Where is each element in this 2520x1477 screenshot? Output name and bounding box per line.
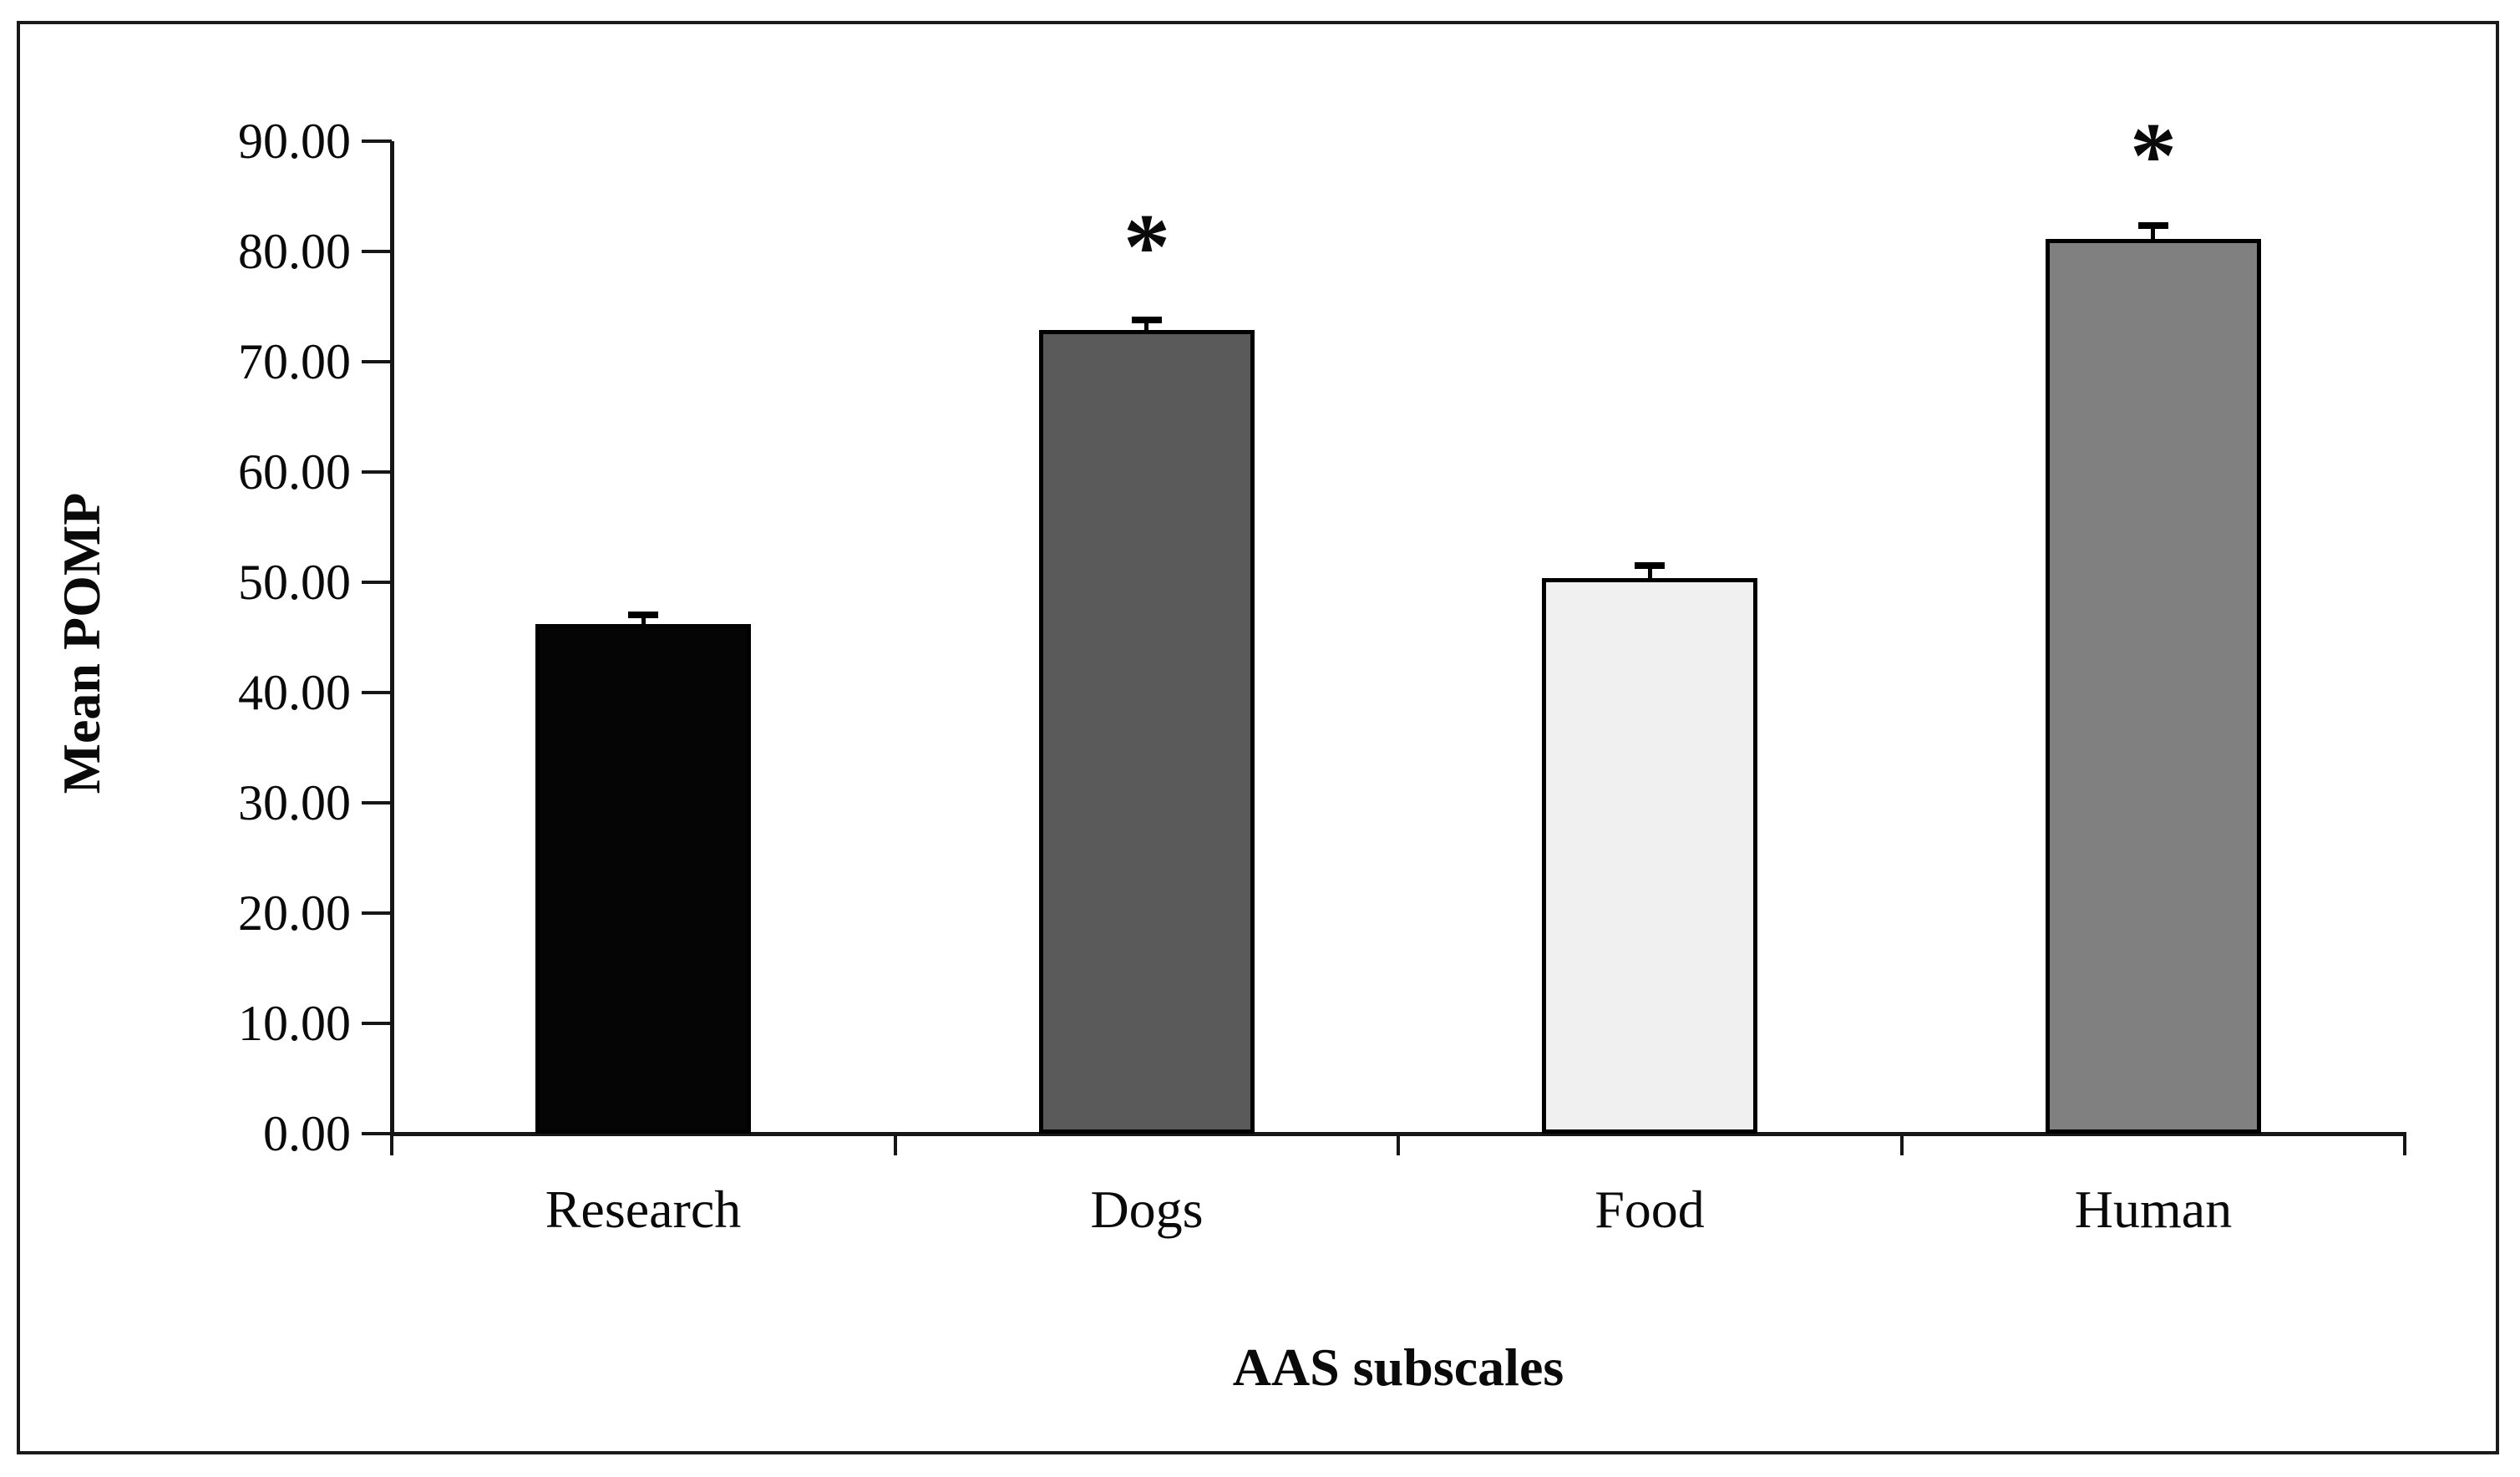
error-bar-dogs (1144, 321, 1148, 332)
category-label-food: Food (1595, 1180, 1705, 1239)
y-axis-tick-80 (362, 250, 392, 253)
error-bar-food (1648, 566, 1652, 579)
category-label-dogs: Dogs (1090, 1180, 1204, 1239)
error-bar-cap-research (628, 612, 658, 618)
y-tick-label-50: 50.00 (238, 555, 351, 610)
bar-dogs (1039, 330, 1255, 1134)
category-label-human: Human (2074, 1180, 2233, 1239)
significance-asterisk-dogs: * (1123, 195, 1170, 299)
y-tick-label-60: 60.00 (238, 444, 351, 500)
y-axis-tick-20 (362, 911, 392, 915)
y-axis-tick-10 (362, 1022, 392, 1025)
y-tick-label-10: 10.00 (238, 996, 351, 1051)
y-tick-label-70: 70.00 (238, 334, 351, 389)
y-axis-tick-90 (362, 140, 392, 143)
y-axis-tick-70 (362, 360, 392, 363)
error-bar-cap-dogs (1132, 317, 1162, 323)
y-tick-label-30: 30.00 (238, 775, 351, 830)
y-tick-label-20: 20.00 (238, 886, 351, 941)
y-axis-line (390, 141, 394, 1136)
y-tick-label-0: 0.00 (263, 1106, 351, 1161)
bar-food (1542, 578, 1757, 1134)
x-axis-tick (390, 1134, 393, 1155)
x-axis-tick (894, 1134, 897, 1155)
bar-research (535, 624, 751, 1134)
y-axis-tick-0 (362, 1132, 392, 1135)
y-axis-tick-40 (362, 691, 392, 694)
error-bar-cap-human (2138, 222, 2168, 229)
x-axis-title: AAS subscales (1232, 1337, 1564, 1397)
y-axis-tick-50 (362, 581, 392, 584)
category-label-research: Research (545, 1180, 742, 1239)
y-tick-label-40: 40.00 (238, 665, 351, 720)
error-bar-cap-food (1635, 562, 1665, 569)
x-axis-tick (2403, 1134, 2406, 1155)
y-tick-label-80: 80.00 (238, 224, 351, 279)
y-axis-tick-30 (362, 801, 392, 804)
x-axis-tick (1397, 1134, 1400, 1155)
y-axis-tick-60 (362, 470, 392, 474)
x-axis-tick (1900, 1134, 1904, 1155)
error-bar-research (641, 616, 646, 627)
significance-asterisk-human: * (2130, 104, 2177, 208)
bar-human (2046, 239, 2261, 1134)
error-bar-human (2151, 226, 2155, 241)
y-axis-title: Mean POMP (52, 492, 111, 794)
y-tick-label-90: 90.00 (238, 114, 351, 169)
